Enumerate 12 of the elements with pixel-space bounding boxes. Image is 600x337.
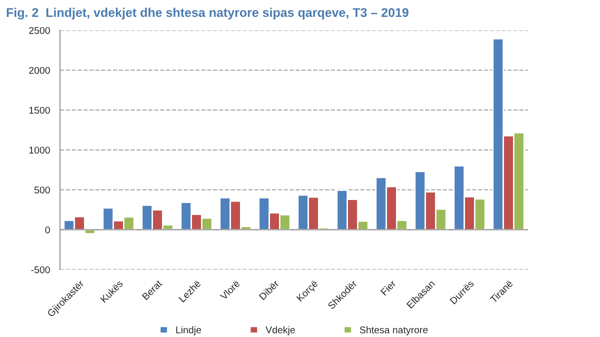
legend-label: Shtesa natyrore [360, 326, 428, 336]
y-tick-label: 500 [34, 186, 50, 194]
chart-title: Fig. 2 Lindjet, vdekjet dhe shtesa natyrore sipas qarqeve, T3 – 2019 [6, 8, 408, 20]
y-tick-label: 1000 [29, 146, 50, 154]
legend-label: Lindje [176, 326, 201, 336]
y-tick-label: -500 [31, 266, 50, 274]
y-tick-label: 1500 [29, 106, 50, 114]
legend-label: Vdekje [266, 326, 295, 336]
x-tick-label: Fier [380, 279, 396, 296]
y-tick-label: 2500 [29, 27, 50, 34]
y-tick-label: 2000 [29, 66, 50, 74]
y-tick-label: 0 [45, 226, 50, 234]
